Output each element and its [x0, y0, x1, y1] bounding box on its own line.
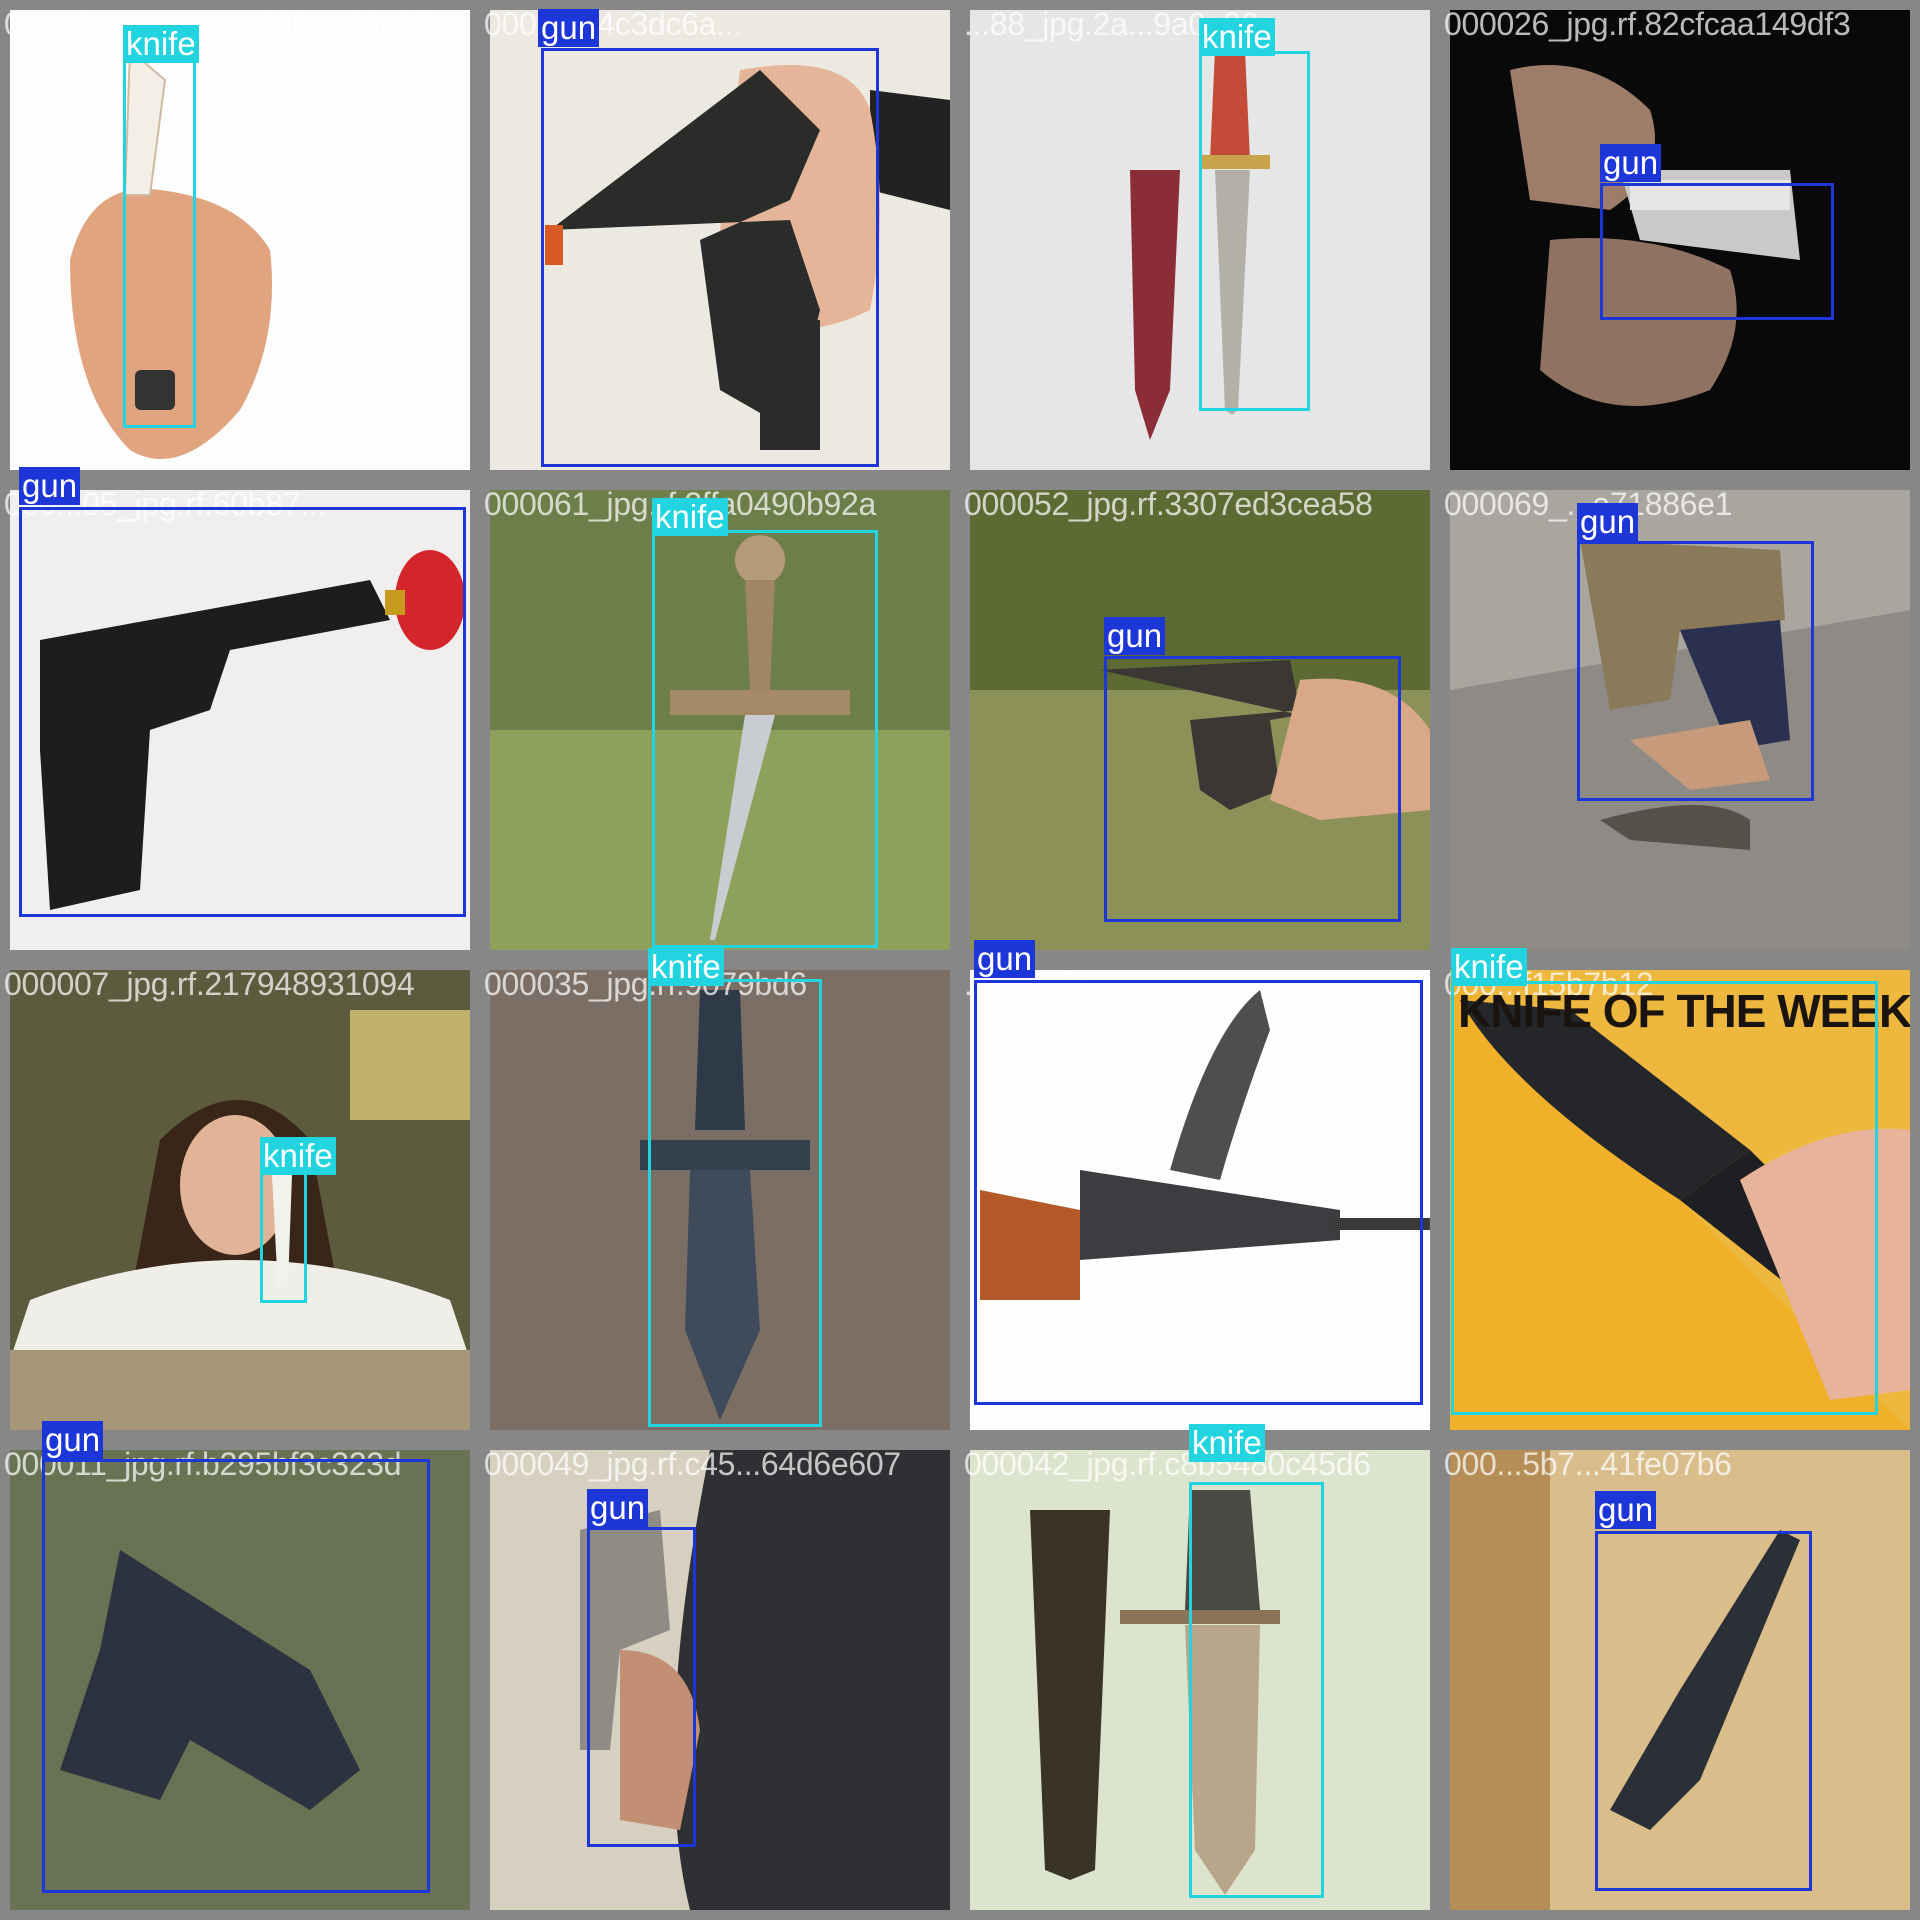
knife-of-the-week-caption: KNIFE OF THE WEEK	[1458, 985, 1910, 1037]
bounding-box	[974, 980, 1423, 1405]
tile-image	[10, 1450, 470, 1910]
tile-image	[490, 10, 950, 470]
tile-image	[490, 1450, 950, 1910]
tile-image	[970, 970, 1430, 1430]
class-tag: gun	[587, 1489, 649, 1527]
tile-0	[10, 10, 470, 470]
tile-4	[10, 490, 470, 950]
tile-image	[970, 490, 1430, 950]
class-tag: gun	[19, 467, 81, 505]
tile-6	[970, 490, 1430, 950]
class-tag: knife	[648, 948, 724, 986]
bounding-box	[1451, 981, 1878, 1415]
bounding-box	[1104, 656, 1401, 922]
class-tag: gun	[538, 9, 600, 47]
bounding-box	[652, 530, 878, 948]
filename-label: 000052_jpg.rf.3307ed3cea58	[964, 486, 1373, 522]
tile-image	[10, 490, 470, 950]
filename-label: 000...5b7...41fe07b6	[1444, 1446, 1732, 1482]
tile-12	[10, 1450, 470, 1910]
tile-image	[490, 490, 950, 950]
filename-label: 000...9a4c3dc6a...	[484, 6, 742, 42]
bounding-box	[123, 60, 196, 428]
bounding-box	[19, 507, 466, 917]
bounding-box	[1199, 51, 1310, 411]
class-tag: gun	[1595, 1491, 1657, 1529]
bounding-box	[1577, 541, 1814, 801]
bounding-box	[587, 1527, 696, 1847]
tile-10	[970, 970, 1430, 1430]
class-tag: gun	[42, 1421, 104, 1459]
class-tag: knife	[1199, 18, 1275, 56]
tile-image	[490, 970, 950, 1430]
filename-label: 000042_jpg.rf.c8b5480c45d6	[964, 1446, 1371, 1482]
class-tag: knife	[123, 25, 199, 63]
filename-label: 000049_jpg.rf.c45...64d6e607	[484, 1446, 901, 1482]
bounding-box	[648, 979, 822, 1427]
class-tag: knife	[1451, 948, 1527, 986]
tile-9	[490, 970, 950, 1430]
filename-label: 000035_jpg.rf.9079bd6	[484, 966, 807, 1002]
class-tag: knife	[652, 498, 728, 536]
tile-1	[490, 10, 950, 470]
class-tag: gun	[974, 940, 1036, 978]
tile-8	[10, 970, 470, 1430]
tile-image	[1450, 490, 1910, 950]
class-tag: gun	[1577, 503, 1639, 541]
tile-14	[970, 1450, 1430, 1910]
bounding-box	[1600, 183, 1834, 320]
bounding-box	[42, 1459, 430, 1893]
class-tag: gun	[1600, 144, 1662, 182]
class-tag: gun	[1104, 617, 1166, 655]
tile-7	[1450, 490, 1910, 950]
filename-label: 000007_jpg.rf.217948931094	[4, 966, 415, 1002]
tile-11: KNIFE OF THE WEEK	[1450, 970, 1910, 1430]
tile-image	[1450, 1450, 1910, 1910]
bounding-box	[1189, 1482, 1324, 1898]
tile-image	[10, 10, 470, 470]
class-tag: knife	[1189, 1424, 1265, 1462]
bounding-box	[1595, 1531, 1812, 1891]
class-tag: knife	[260, 1137, 336, 1175]
bounding-box	[260, 1169, 307, 1303]
tile-15	[1450, 1450, 1910, 1910]
tile-image	[10, 970, 470, 1430]
tile-13	[490, 1450, 950, 1910]
filename-label: 000004_jpg.rf.be6896a193b07	[4, 6, 432, 42]
tile-image	[970, 1450, 1430, 1910]
tile-5	[490, 490, 950, 950]
filename-label: 000026_jpg.rf.82cfcaa149df3	[1444, 6, 1851, 42]
bounding-box	[541, 48, 879, 467]
tile-image	[1450, 970, 1910, 1430]
